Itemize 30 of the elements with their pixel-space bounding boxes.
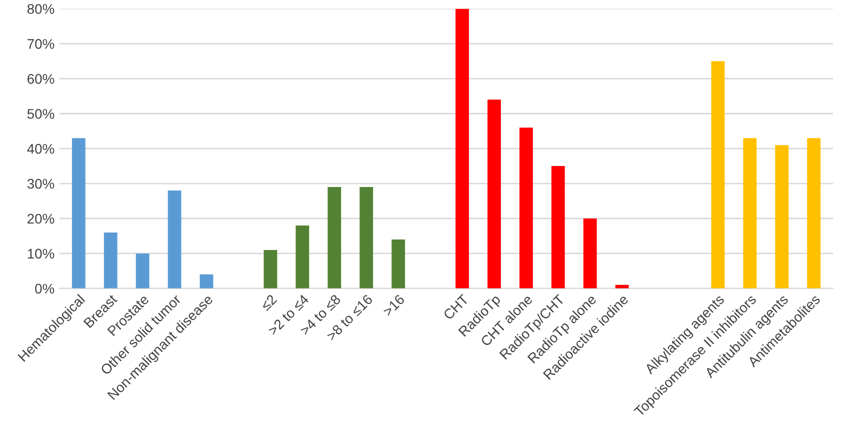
x-tick-label: >16 (382, 294, 406, 317)
bar (296, 225, 310, 288)
bar (743, 138, 757, 288)
y-tick-label: 40% (27, 144, 54, 154)
y-tick-label: 80% (27, 4, 54, 14)
bar (551, 166, 565, 288)
y-tick-label: 10% (28, 248, 54, 259)
y-tick-label: 50% (27, 108, 54, 119)
bar (104, 232, 118, 288)
bar (200, 274, 214, 288)
bar (583, 218, 597, 288)
bar (328, 187, 342, 288)
bar (264, 250, 278, 288)
y-tick-label: 60% (28, 74, 54, 84)
bar (807, 138, 821, 288)
bar (360, 187, 374, 288)
bar (775, 145, 789, 288)
bar (72, 138, 86, 288)
bar (168, 190, 182, 288)
bar (136, 253, 150, 288)
y-tick-label: 70% (28, 39, 54, 49)
y-tick-label: 0% (35, 284, 54, 294)
bar (392, 239, 406, 288)
bar (519, 128, 533, 288)
y-tick-label: 20% (28, 214, 54, 224)
bar (456, 8, 469, 288)
y-tick-label: 30% (27, 178, 54, 189)
bar (711, 61, 725, 288)
x-tick-label: ≤2 (260, 294, 278, 311)
bar (487, 100, 501, 288)
